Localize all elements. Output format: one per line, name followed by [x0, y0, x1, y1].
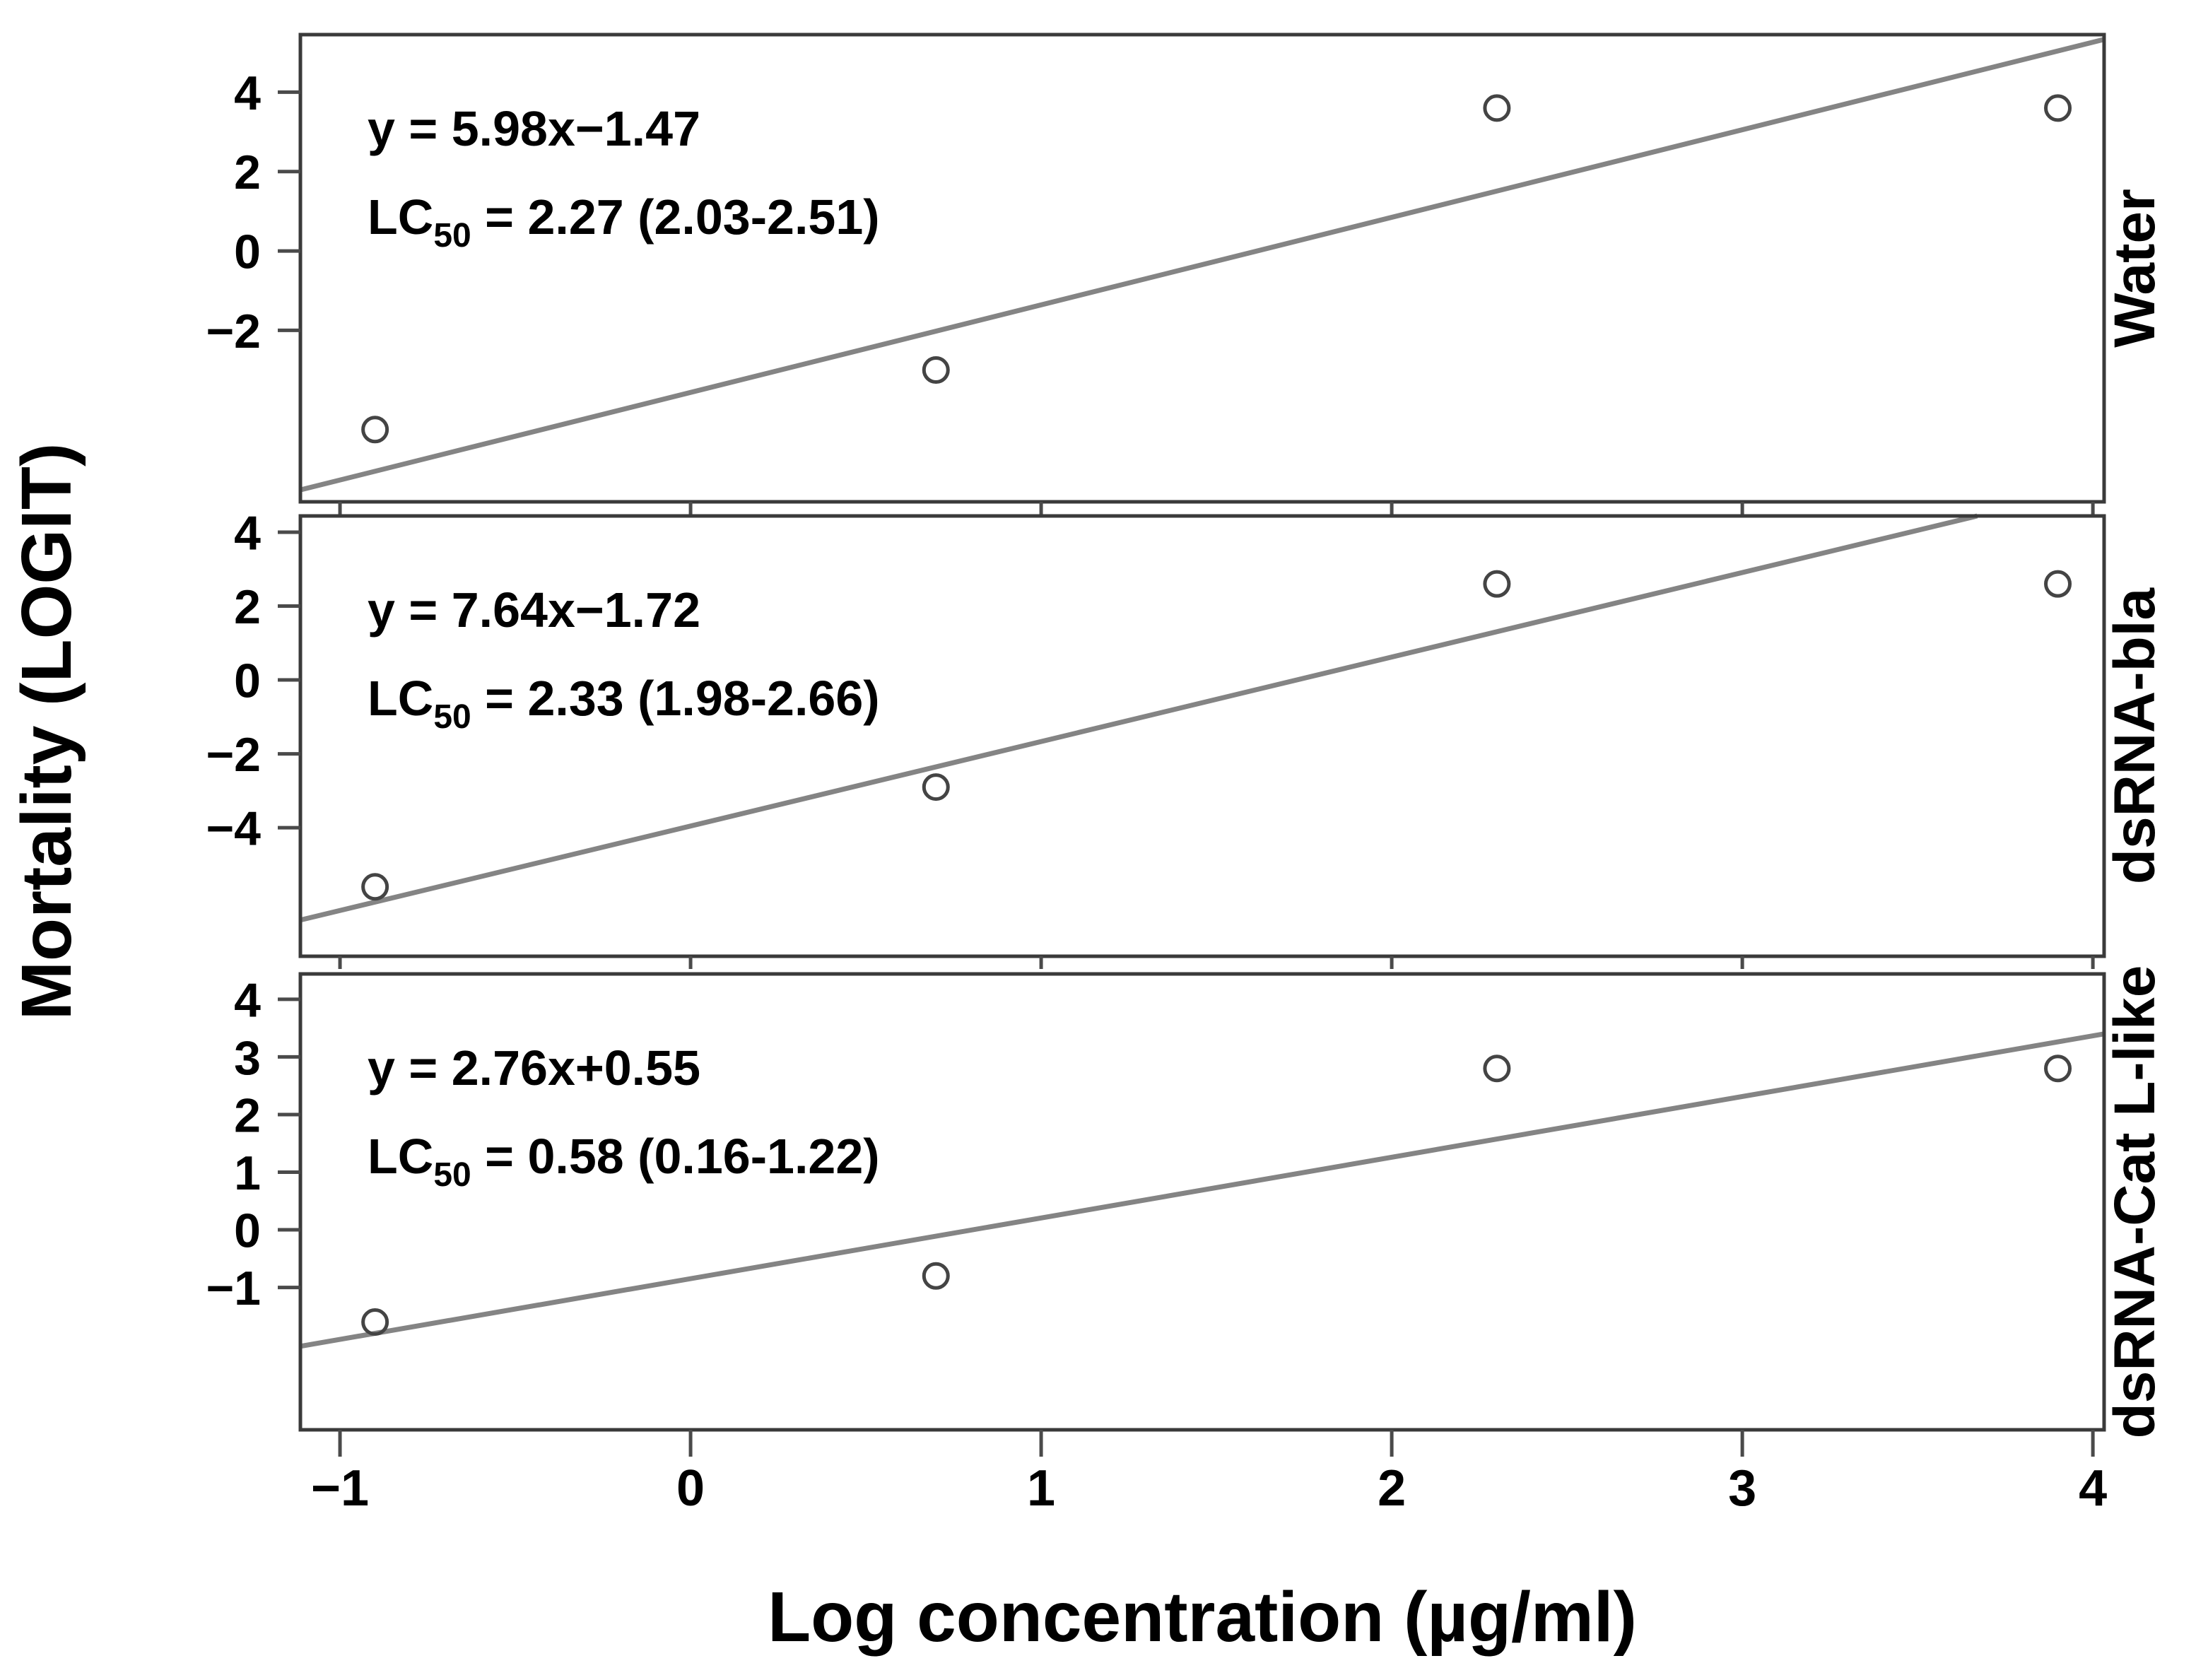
- y-tick-label: 4: [234, 506, 261, 560]
- data-point: [922, 356, 950, 384]
- x-tick-label: 3: [1728, 1460, 1756, 1517]
- y-tick-label: 3: [234, 1031, 261, 1085]
- data-point: [922, 773, 950, 801]
- panel-water: LC50 = 2.27 (2.03-2.51): [278, 33, 2106, 515]
- lc50-text: LC50 = 2.27 (2.03-2.51): [368, 189, 880, 254]
- y-tick-label: 0: [234, 654, 261, 708]
- regression-line: [300, 37, 2105, 493]
- data-point: [2044, 1055, 2072, 1083]
- equation-text: y = 5.98x−1.47: [368, 101, 700, 156]
- panel-border: [298, 972, 2106, 1432]
- equation-text: y = 2.76x+0.55: [368, 1040, 700, 1095]
- y-tick-label: 4: [234, 973, 261, 1027]
- y-tick-label: 4: [234, 66, 261, 120]
- data-point: [361, 873, 389, 901]
- panel-dsrna-cat-l-like: LC50 = 0.58 (0.16-1.22): [278, 972, 2106, 1457]
- x-tick-label: −1: [311, 1460, 369, 1517]
- y-tick-label: −2: [206, 305, 261, 358]
- x-tick-label: 4: [2079, 1460, 2107, 1517]
- panel-border: [298, 33, 2106, 504]
- y-tick-label: 0: [234, 225, 261, 279]
- x-axis-title: Log concentration (µg/ml): [768, 1578, 1637, 1657]
- data-point: [1483, 570, 1511, 598]
- y-tick-label: −2: [206, 728, 261, 782]
- y-tick-label: −1: [206, 1262, 261, 1315]
- data-point: [1483, 94, 1511, 122]
- data-point: [2044, 570, 2072, 598]
- x-tick-label: 1: [1027, 1460, 1055, 1517]
- panel-side-label: dsRNA-Cat L-like: [2103, 965, 2167, 1439]
- x-tick-label: 2: [1378, 1460, 1406, 1517]
- equation-text: y = 7.64x−1.72: [368, 582, 700, 638]
- x-tick-label: 0: [676, 1460, 705, 1517]
- regression-line: [300, 1031, 2105, 1349]
- y-tick-label: 2: [234, 146, 261, 199]
- data-point: [361, 416, 389, 444]
- y-axis-title: Mortality (LOGIT): [7, 443, 86, 1021]
- y-tick-label: 2: [234, 580, 261, 634]
- y-tick-label: 2: [234, 1088, 261, 1142]
- y-tick-label: 0: [234, 1204, 261, 1258]
- data-point: [922, 1262, 950, 1290]
- panel-side-label: Water: [2103, 189, 2167, 348]
- panel-side-label: dsRNA-bla: [2103, 587, 2167, 885]
- panel-dsrna-bla: LC50 = 2.33 (1.98-2.66): [278, 513, 2106, 969]
- lc50-text: LC50 = 0.58 (0.16-1.22): [368, 1129, 880, 1194]
- panel-border: [298, 514, 2106, 958]
- y-tick-label: −4: [206, 802, 261, 856]
- data-point: [2044, 94, 2072, 122]
- data-point: [361, 1308, 389, 1337]
- regression-line: [300, 513, 1978, 923]
- y-tick-label: 1: [234, 1146, 261, 1200]
- lc50-text: LC50 = 2.33 (1.98-2.66): [368, 671, 880, 736]
- data-point: [1483, 1055, 1511, 1083]
